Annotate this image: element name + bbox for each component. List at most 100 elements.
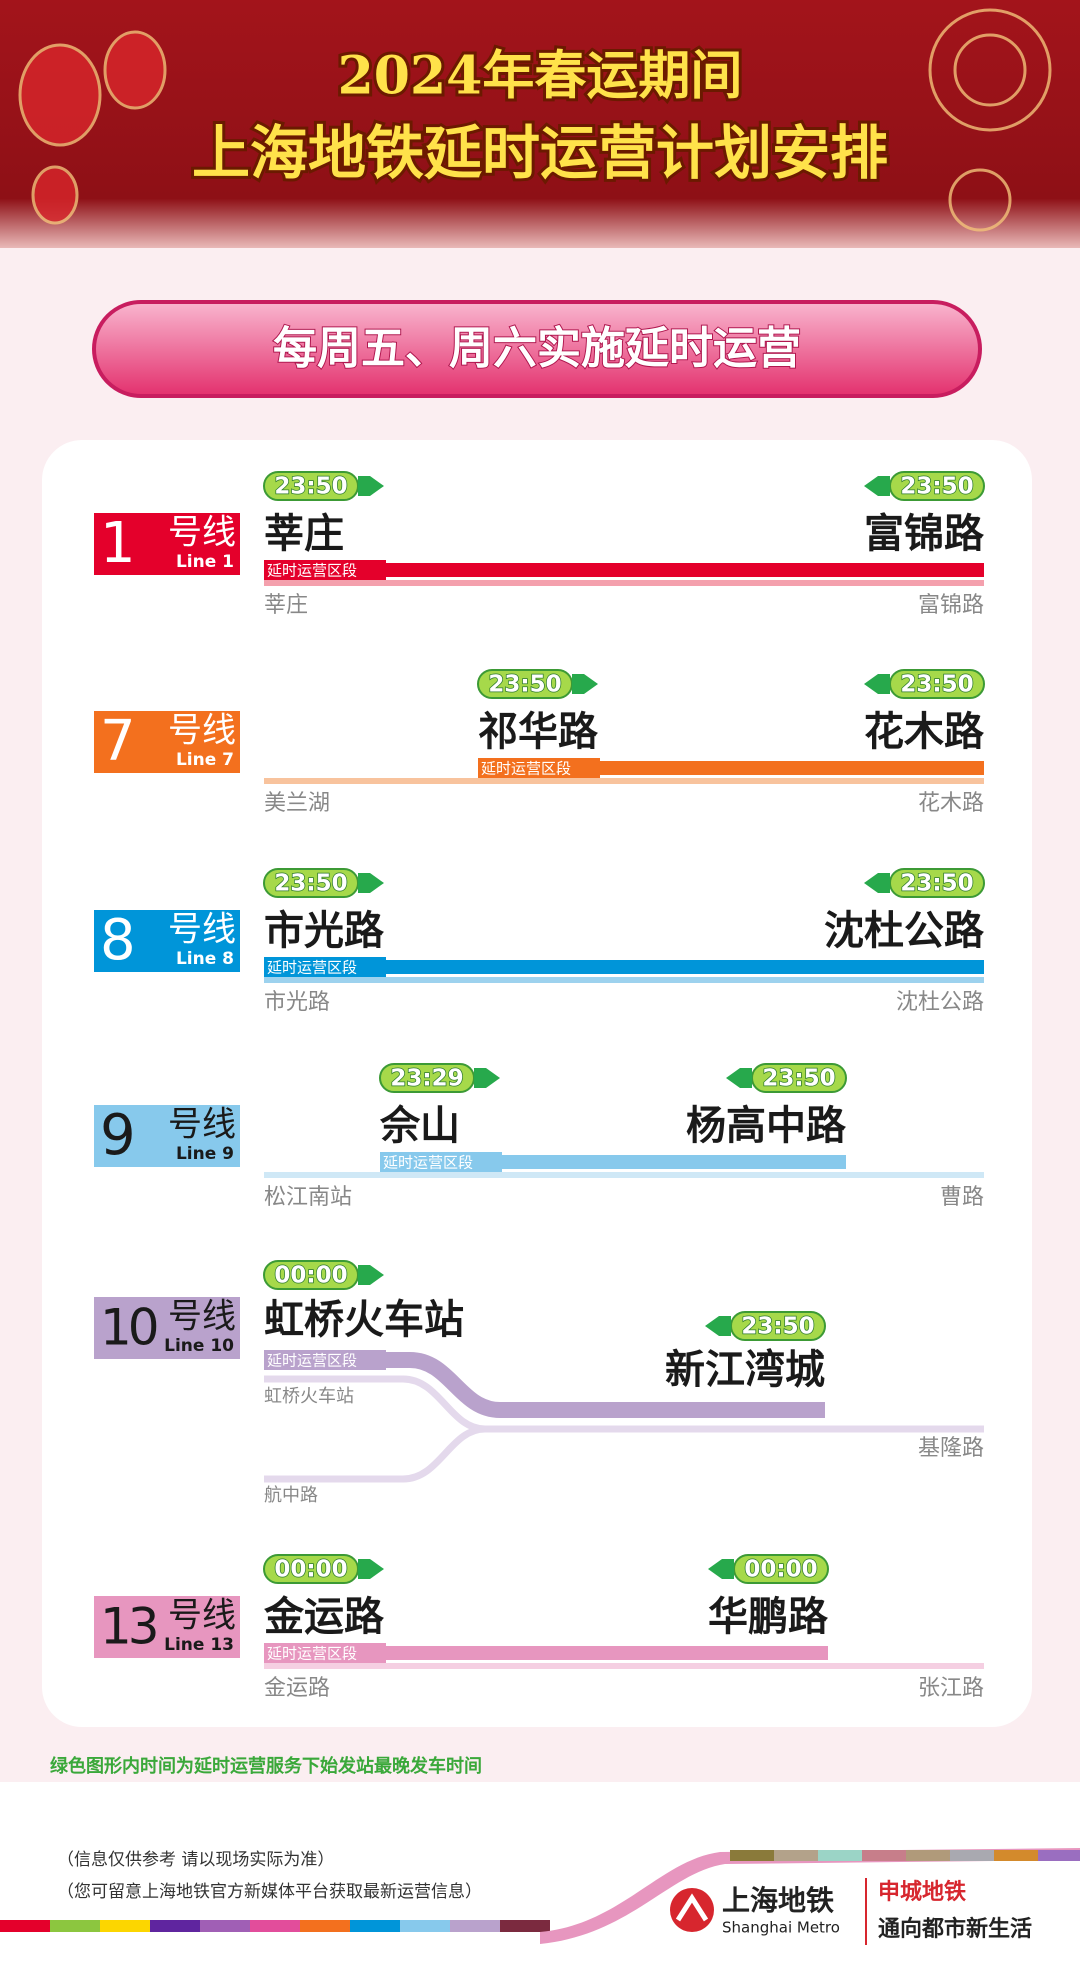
- badge-number: 13: [100, 1598, 156, 1656]
- badge-suffix: 号线: [168, 513, 236, 553]
- station-name: 祁华路: [478, 709, 599, 755]
- section-label: 延时运营区段: [267, 1352, 357, 1370]
- disclaimer: （信息仅供参考 请以现场实际为准）: [57, 1850, 334, 1870]
- stripe: [50, 1920, 100, 1932]
- badge-suffix: 号线: [168, 711, 236, 751]
- badge-english: Line 1: [176, 552, 234, 572]
- thin-track: [264, 1172, 984, 1178]
- station-name: 富锦路: [864, 511, 985, 557]
- time: 23:50: [900, 871, 973, 897]
- section-label: 延时运营区段: [267, 562, 357, 580]
- banner-text: 每周五、周六实施延时运营: [273, 323, 801, 374]
- arrow: [864, 674, 890, 694]
- title-line2: 上海地铁延时运营计划安排: [192, 119, 888, 187]
- footer-bg: [0, 1782, 1080, 1974]
- section-label-bg: [264, 957, 386, 977]
- arrow: [358, 476, 384, 496]
- stripe: [818, 1850, 862, 1861]
- extended-section: [478, 761, 984, 775]
- slogan: 通向都市新生活: [878, 1916, 1032, 1942]
- terminal: 基隆路: [918, 1436, 984, 1461]
- time: 23:50: [741, 1314, 814, 1340]
- line-badge: [94, 910, 240, 972]
- stripe: [730, 1850, 774, 1861]
- badge-number: 8: [100, 908, 136, 973]
- stripe: [500, 1920, 550, 1932]
- extended-section: [264, 563, 984, 577]
- arrow: [705, 1316, 731, 1336]
- arrow: [572, 674, 598, 694]
- section-label-bg: [264, 560, 386, 580]
- time: 00:00: [274, 1557, 347, 1583]
- badge-suffix: 号线: [168, 1297, 236, 1337]
- badge-english: Line 13: [164, 1635, 234, 1655]
- logo-en: Shanghai Metro: [722, 1919, 840, 1937]
- thin-track: [264, 580, 984, 586]
- arrow: [726, 1068, 752, 1088]
- section-label: 延时运营区段: [481, 760, 571, 778]
- time: 00:00: [744, 1557, 817, 1583]
- badge-number: 7: [100, 709, 136, 774]
- arrow: [474, 1068, 500, 1088]
- thin-track: [264, 977, 984, 983]
- badge-english: Line 9: [176, 1144, 234, 1164]
- terminal: 富锦路: [918, 593, 984, 618]
- section-label-bg: [264, 1350, 386, 1370]
- ribbon: [540, 1848, 1080, 1944]
- metro-logo-mark: [675, 1893, 709, 1922]
- time: 23:50: [488, 672, 561, 698]
- stripe: [774, 1850, 818, 1861]
- stripe: [906, 1850, 950, 1861]
- section-label: 延时运营区段: [267, 1645, 357, 1663]
- arrow: [708, 1559, 734, 1579]
- arrow: [358, 1265, 384, 1285]
- stripe: [450, 1920, 500, 1932]
- line-badge: [94, 1297, 240, 1359]
- terminal: 虹桥火车站: [264, 1386, 354, 1407]
- time: 23:50: [762, 1066, 835, 1092]
- stripe: [200, 1920, 250, 1932]
- line-badge: [94, 513, 240, 575]
- terminal: 莘庄: [264, 593, 308, 618]
- arrow: [864, 873, 890, 893]
- section-label-bg: [264, 1643, 386, 1663]
- section-label-bg: [380, 1152, 502, 1172]
- badge-suffix: 号线: [168, 1596, 236, 1636]
- card: [42, 440, 1032, 1727]
- stripe: [300, 1920, 350, 1932]
- stripe: [250, 1920, 300, 1932]
- station-name: 华鹏路: [708, 1594, 829, 1640]
- terminal: 市光路: [264, 990, 330, 1015]
- section-label: 延时运营区段: [383, 1154, 473, 1172]
- terminal: 花木路: [918, 791, 984, 816]
- station-name: 莘庄: [264, 511, 344, 557]
- extended-section: [264, 960, 984, 974]
- thin-track: [264, 1425, 486, 1483]
- line-badge: [94, 1105, 240, 1167]
- stripe: [1038, 1850, 1080, 1861]
- terminal: 张江路: [918, 1676, 984, 1701]
- terminal: 美兰湖: [264, 791, 330, 816]
- stripe: [862, 1850, 906, 1861]
- station-name: 新江湾城: [665, 1347, 825, 1393]
- extended-section: [264, 1352, 825, 1418]
- time: 00:00: [274, 1263, 347, 1289]
- badge-english: Line 8: [176, 949, 234, 969]
- time: 23:50: [900, 474, 973, 500]
- section-label-bg: [478, 758, 600, 778]
- station-name: 虹桥火车站: [264, 1297, 464, 1343]
- time: 23:50: [274, 474, 347, 500]
- station-name: 金运路: [263, 1594, 385, 1640]
- stripe: [150, 1920, 200, 1932]
- terminal: 航中路: [264, 1485, 318, 1506]
- badge-number: 1: [100, 511, 136, 576]
- line-badge: [94, 711, 240, 773]
- time: 23:29: [390, 1066, 463, 1092]
- stripe: [0, 1920, 50, 1932]
- stripe: [350, 1920, 400, 1932]
- slogan: 申城地铁: [878, 1879, 966, 1905]
- stripe: [100, 1920, 150, 1932]
- stripe: [950, 1850, 994, 1861]
- badge-english: Line 10: [164, 1336, 234, 1356]
